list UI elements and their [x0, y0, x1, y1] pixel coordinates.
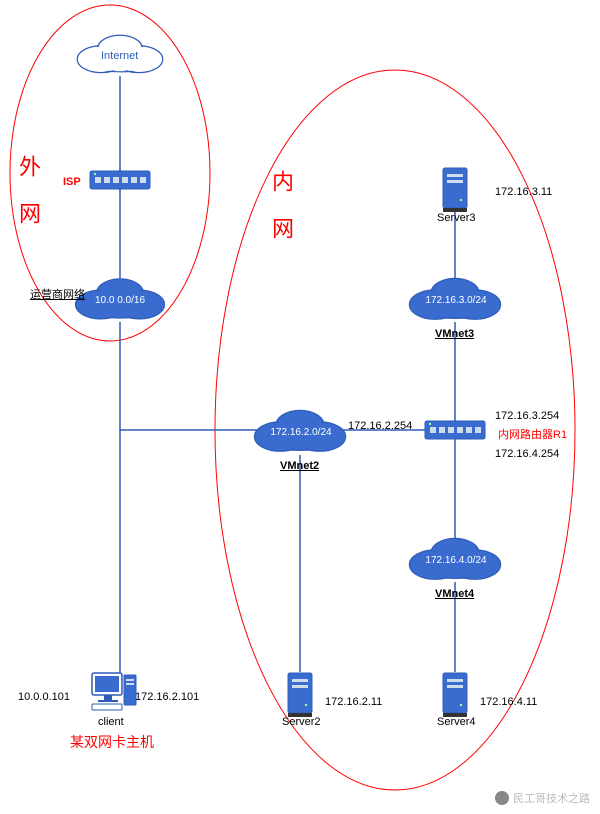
client-ip-right: 172.16.2.101	[135, 691, 199, 703]
watermark-text: 民工哥技术之路	[513, 790, 590, 806]
vmnet3-label: VMnet3	[435, 328, 474, 340]
isp-net-side-label: 运营商网络	[30, 286, 85, 302]
server3-label: Server3	[437, 212, 476, 224]
r1-ip-top: 172.16.3.254	[495, 410, 559, 422]
server2-label: Server2	[282, 716, 321, 728]
server3-ip: 172.16.3.11	[495, 186, 552, 198]
vmnet4-cloud-text: 172.16.4.0/24	[421, 555, 491, 566]
vmnet2-label: VMnet2	[280, 460, 319, 472]
internet-cloud-label: Internet	[101, 50, 138, 62]
vmnet3-cloud-text: 172.16.3.0/24	[421, 295, 491, 306]
r1-ip-bottom: 172.16.4.254	[495, 448, 559, 460]
server4-ip: 172.16.4.11	[480, 696, 537, 708]
r1-label: 内网路由器R1	[498, 426, 567, 442]
client-caption: 某双网卡主机	[70, 732, 154, 752]
watermark: 民工哥技术之路	[495, 790, 590, 806]
vmnet2-cloud-text: 172.16.2.0/24	[266, 427, 336, 438]
diagram-canvas	[0, 0, 600, 814]
wechat-icon	[495, 791, 509, 805]
outer-zone-label: 外 网	[12, 155, 44, 224]
client-ip-left: 10.0.0.101	[18, 691, 70, 703]
isp-net-cloud-text: 10.0 0.0/16	[92, 295, 148, 306]
vmnet4-label: VMnet4	[435, 588, 474, 600]
client-label: client	[98, 716, 124, 728]
isp-router-label: ISP	[63, 176, 81, 188]
inner-zone-label: 内 网	[265, 170, 297, 239]
server4-label: Server4	[437, 716, 476, 728]
server2-ip: 172.16.2.11	[325, 696, 382, 708]
r1-ip-left: 172.16.2.254	[348, 420, 412, 432]
